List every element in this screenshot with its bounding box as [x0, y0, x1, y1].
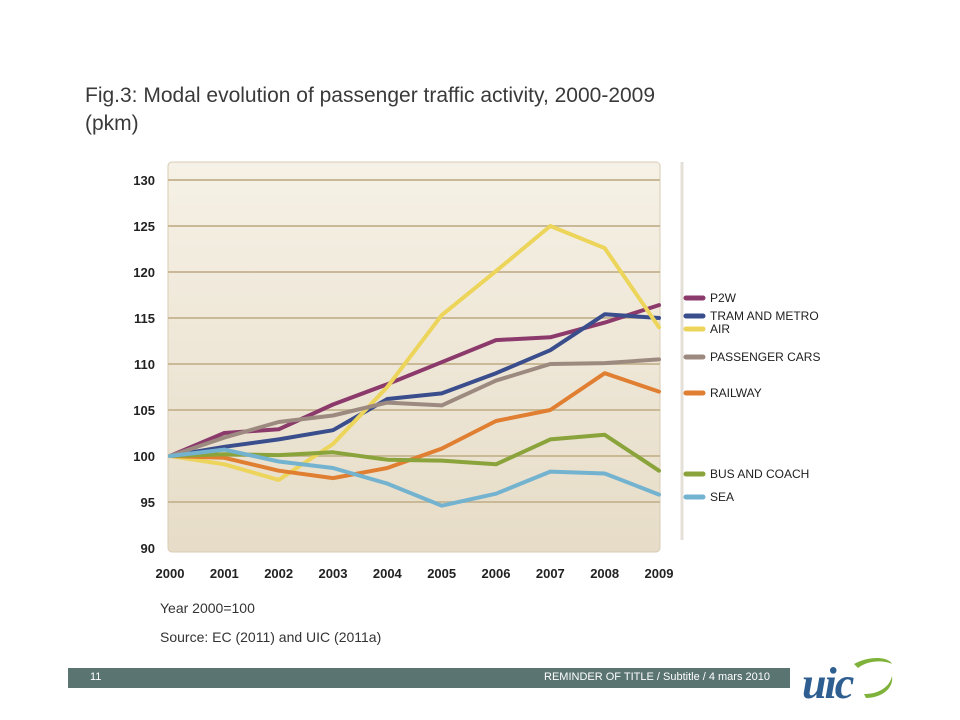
y-tick-label: 115 — [134, 311, 155, 326]
legend-label: RAILWAY — [710, 386, 762, 400]
y-tick-label: 90 — [141, 541, 155, 556]
y-tick-label: 130 — [133, 173, 155, 188]
y-tick-label: 95 — [141, 495, 155, 510]
y-tick-label: 100 — [133, 449, 155, 464]
legend-label: SEA — [710, 490, 734, 504]
footer-bar: 11 REMINDER OF TITLE / Subtitle / 4 mars… — [68, 668, 790, 688]
legend-label: PASSENGER CARS — [710, 350, 820, 364]
series-line-air — [168, 224, 661, 482]
x-tick-label: 2009 — [645, 566, 674, 581]
chart-title: Fig.3: Modal evolution of passenger traf… — [85, 82, 765, 138]
logo-text: uic — [802, 659, 854, 704]
x-tick-label: 2002 — [264, 566, 293, 581]
uic-logo-icon: uic — [802, 658, 893, 704]
source-note: Source: EC (2011) and UIC (2011a) — [160, 629, 382, 645]
y-tick-label: 125 — [133, 219, 155, 234]
legend-label: P2W — [710, 291, 737, 305]
x-tick-label: 2008 — [590, 566, 619, 581]
x-tick-label: 2005 — [427, 566, 456, 581]
x-tick-label: 2003 — [319, 566, 348, 581]
series-line-tram-and-metro — [168, 312, 661, 458]
y-tick-label: 110 — [134, 357, 155, 372]
chart-title-line-1: Fig.3: Modal evolution of passenger traf… — [85, 84, 656, 107]
line-chart: 90 95 100 105 110 115 120 125 130 2000 2001 2002 20… — [133, 161, 820, 581]
footer-reference: REMINDER OF TITLE / Subtitle / 4 mars 20… — [544, 671, 770, 683]
legend-label: BUS AND COACH — [710, 467, 809, 481]
y-tick-label: 105 — [133, 403, 155, 418]
x-tick-label: 2001 — [210, 566, 239, 581]
x-tick-label: 2000 — [156, 566, 185, 581]
series-line-sea — [168, 447, 661, 508]
y-tick-label: 120 — [133, 265, 155, 280]
series-line-passenger-cars — [168, 357, 661, 458]
legend-label: TRAM AND METRO — [710, 309, 819, 323]
chart-title-line-2: (pkm) — [85, 112, 139, 135]
legend-label: AIR — [710, 322, 730, 336]
x-tick-label: 2006 — [482, 566, 511, 581]
base-year-note: Year 2000=100 — [160, 600, 255, 616]
page-number: 11 — [90, 671, 102, 683]
x-tick-label: 2007 — [536, 566, 565, 581]
x-tick-label: 2004 — [373, 566, 403, 581]
